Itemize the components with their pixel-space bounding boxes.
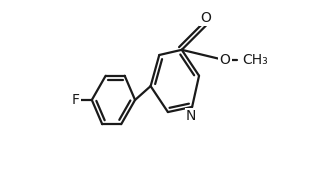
- Text: O: O: [201, 11, 212, 25]
- Text: CH₃: CH₃: [242, 53, 268, 67]
- Text: F: F: [72, 93, 80, 107]
- Text: O: O: [220, 53, 231, 67]
- Text: N: N: [186, 109, 196, 124]
